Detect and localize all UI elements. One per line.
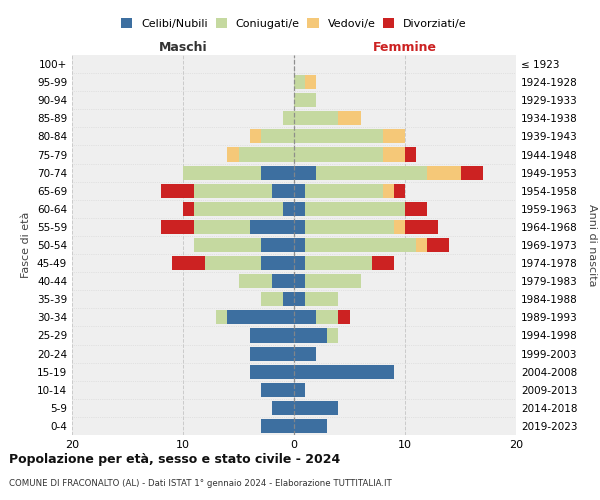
Bar — [294, 328, 328, 342]
Bar — [294, 419, 328, 433]
Bar — [161, 184, 194, 198]
Bar — [260, 419, 294, 433]
Bar — [250, 364, 294, 378]
Bar — [405, 148, 416, 162]
Bar — [294, 256, 305, 270]
Text: Maschi: Maschi — [158, 41, 208, 54]
Text: COMUNE DI FRACONALTO (AL) - Dati ISTAT 1° gennaio 2024 - Elaborazione TUTTITALIA: COMUNE DI FRACONALTO (AL) - Dati ISTAT 1… — [9, 478, 392, 488]
Bar — [316, 166, 427, 179]
Bar — [294, 364, 394, 378]
Text: Popolazione per età, sesso e stato civile - 2024: Popolazione per età, sesso e stato civil… — [9, 452, 340, 466]
Bar — [294, 112, 338, 126]
Bar — [250, 346, 294, 360]
Bar — [294, 93, 316, 108]
Bar — [260, 166, 294, 179]
Bar — [427, 166, 461, 179]
Bar — [283, 202, 294, 216]
Bar — [294, 220, 305, 234]
Bar — [227, 148, 239, 162]
Bar — [260, 292, 283, 306]
Text: Femmine: Femmine — [373, 41, 437, 54]
Bar — [405, 202, 427, 216]
Bar — [239, 148, 294, 162]
Bar — [305, 274, 361, 288]
Bar — [338, 112, 361, 126]
Bar — [294, 310, 316, 324]
Bar — [194, 238, 260, 252]
Bar — [272, 274, 294, 288]
Bar — [294, 202, 305, 216]
Bar — [260, 130, 294, 143]
Bar — [305, 75, 316, 89]
Bar — [194, 220, 250, 234]
Bar — [272, 184, 294, 198]
Bar — [372, 256, 394, 270]
Bar — [294, 238, 305, 252]
Bar — [394, 220, 405, 234]
Bar — [305, 238, 416, 252]
Bar — [294, 274, 305, 288]
Bar — [194, 202, 283, 216]
Bar — [194, 184, 272, 198]
Bar — [338, 310, 349, 324]
Bar — [294, 401, 338, 415]
Bar — [294, 346, 316, 360]
Bar — [216, 310, 227, 324]
Bar — [294, 148, 383, 162]
Bar — [260, 238, 294, 252]
Bar — [294, 184, 305, 198]
Bar — [383, 148, 405, 162]
Y-axis label: Anni di nascita: Anni di nascita — [587, 204, 597, 286]
Bar — [294, 130, 383, 143]
Bar — [305, 184, 383, 198]
Y-axis label: Fasce di età: Fasce di età — [22, 212, 31, 278]
Legend: Celibi/Nubili, Coniugati/e, Vedovi/e, Divorziati/e: Celibi/Nubili, Coniugati/e, Vedovi/e, Di… — [120, 17, 468, 30]
Bar — [294, 166, 316, 179]
Bar — [305, 256, 372, 270]
Bar — [183, 166, 260, 179]
Bar — [328, 328, 338, 342]
Bar — [294, 382, 305, 397]
Bar — [239, 274, 272, 288]
Bar — [260, 256, 294, 270]
Bar — [427, 238, 449, 252]
Bar — [250, 328, 294, 342]
Bar — [183, 202, 194, 216]
Bar — [260, 382, 294, 397]
Bar — [172, 256, 205, 270]
Bar — [305, 292, 338, 306]
Bar — [161, 220, 194, 234]
Bar — [294, 75, 305, 89]
Bar — [316, 310, 338, 324]
Bar — [416, 238, 427, 252]
Bar — [294, 292, 305, 306]
Bar — [205, 256, 260, 270]
Bar — [283, 112, 294, 126]
Bar — [272, 401, 294, 415]
Bar — [383, 130, 405, 143]
Bar — [461, 166, 482, 179]
Bar — [305, 202, 405, 216]
Bar — [383, 184, 394, 198]
Bar — [250, 220, 294, 234]
Bar — [250, 130, 260, 143]
Bar — [283, 292, 294, 306]
Bar — [405, 220, 438, 234]
Bar — [305, 220, 394, 234]
Bar — [227, 310, 294, 324]
Bar — [394, 184, 405, 198]
